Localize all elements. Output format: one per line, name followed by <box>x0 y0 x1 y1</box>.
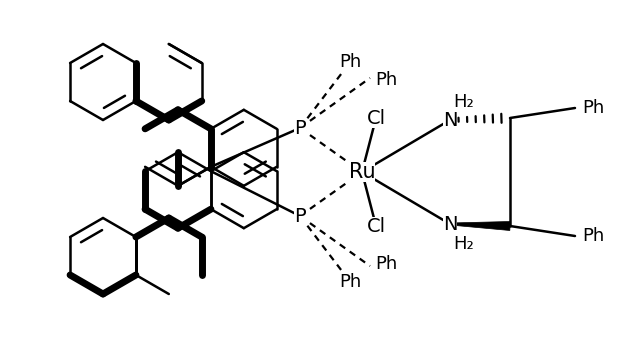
Text: H₂: H₂ <box>454 93 474 111</box>
Text: P: P <box>294 119 306 138</box>
Text: Ph: Ph <box>375 255 397 273</box>
Text: H₂: H₂ <box>454 235 474 253</box>
Text: P: P <box>294 207 306 225</box>
Text: Ph: Ph <box>582 227 604 245</box>
Text: Cl: Cl <box>367 108 385 127</box>
Text: Cl: Cl <box>367 217 385 236</box>
Text: Ru: Ru <box>349 162 375 182</box>
Text: Ph: Ph <box>339 53 361 71</box>
Text: N: N <box>443 111 457 129</box>
Text: Ph: Ph <box>339 273 361 291</box>
Text: N: N <box>443 215 457 234</box>
Text: Ph: Ph <box>582 99 604 117</box>
Polygon shape <box>450 221 510 231</box>
Text: Ph: Ph <box>375 71 397 89</box>
